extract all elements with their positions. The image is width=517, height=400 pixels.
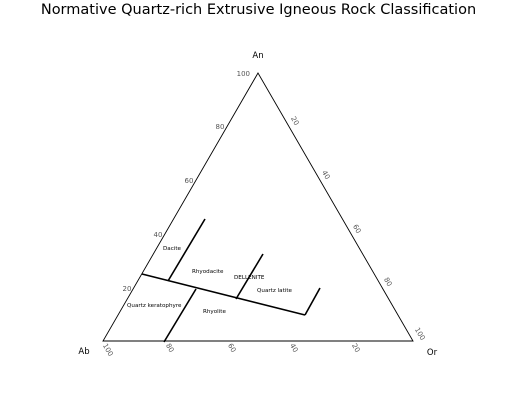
- field-label-quartz-keratophyre: Quartz keratophyre: [127, 303, 182, 309]
- tick-label: 80: [216, 123, 225, 131]
- field-label-rhyolite: Rhyolite: [203, 309, 226, 315]
- field-label-dacite: Dacite: [163, 246, 182, 252]
- field-labels: Dacite Rhyodacite DELLENITE Quartz latit…: [127, 246, 293, 315]
- field-label-quartz-latite: Quartz latite: [257, 288, 293, 294]
- field-boundaries: [141, 218, 321, 343]
- vertex-label-right: Or: [427, 348, 438, 358]
- boundary-line: [304, 287, 321, 316]
- ternary-frame: [102, 72, 414, 342]
- field-label-dellenite: DELLENITE: [234, 275, 265, 281]
- tick-label: 40: [288, 342, 299, 354]
- tick-label: 40: [154, 231, 163, 239]
- vertex-label-left: Ab: [78, 347, 89, 357]
- boundary-line: [141, 273, 306, 316]
- tick-label: 20: [123, 285, 132, 293]
- tick-label: 20: [350, 342, 361, 354]
- tick-label: 40: [320, 169, 331, 181]
- tick-label: 100: [413, 326, 427, 342]
- tick-label: 100: [101, 342, 115, 358]
- bottom-edge-ticks: 100 80 60 40 20: [101, 342, 362, 358]
- diagram-title: Normative Quartz-rich Extrusive Igneous …: [40, 2, 477, 18]
- tick-label: 60: [185, 177, 194, 185]
- left-edge-ticks: 100 80 60 40 20: [123, 70, 250, 293]
- boundary-line: [235, 253, 264, 300]
- vertex-label-top: An: [252, 51, 263, 61]
- field-label-rhyodacite: Rhyodacite: [192, 269, 224, 275]
- tick-label: 100: [237, 70, 250, 78]
- boundary-line: [163, 288, 197, 343]
- tick-label: 20: [289, 115, 300, 127]
- tick-label: 60: [226, 342, 237, 354]
- boundary-line: [167, 218, 206, 282]
- tick-label: 80: [164, 342, 175, 354]
- tick-label: 60: [351, 223, 362, 235]
- tick-label: 80: [382, 276, 393, 288]
